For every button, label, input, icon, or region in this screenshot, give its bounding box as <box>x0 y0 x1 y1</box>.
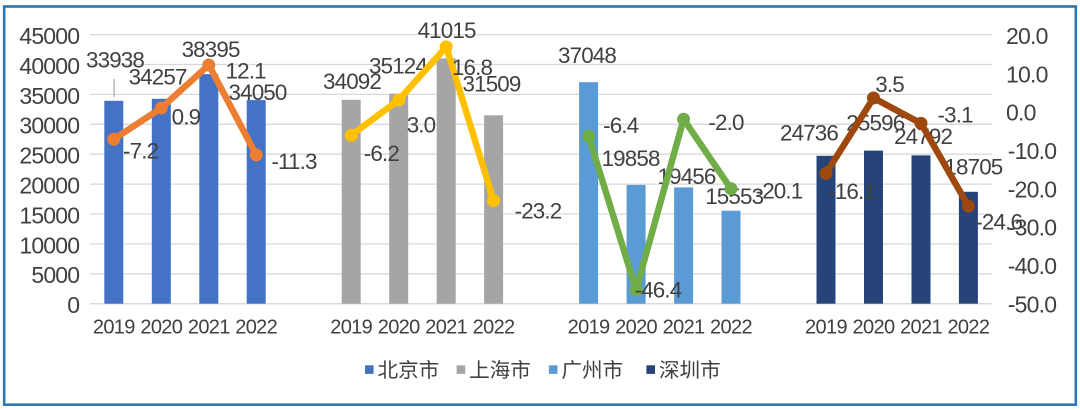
svg-text:2022: 2022 <box>235 316 277 338</box>
svg-text:2021: 2021 <box>188 316 230 338</box>
svg-text:31509: 31509 <box>462 72 520 97</box>
svg-text:-30.0: -30.0 <box>1008 215 1056 241</box>
svg-text:19858: 19858 <box>602 146 660 171</box>
svg-text:-23.2: -23.2 <box>515 198 562 223</box>
svg-text:0.9: 0.9 <box>172 105 201 130</box>
svg-text:38395: 38395 <box>182 37 240 62</box>
svg-text:37048: 37048 <box>558 43 616 68</box>
svg-text:-10.0: -10.0 <box>1008 138 1056 164</box>
svg-text:-40.0: -40.0 <box>1008 253 1056 279</box>
svg-text:0.0: 0.0 <box>1006 100 1036 126</box>
svg-text:-24.6: -24.6 <box>975 210 1022 235</box>
svg-text:5000: 5000 <box>31 262 79 288</box>
svg-text:34092: 34092 <box>323 69 381 94</box>
svg-text:-6.2: -6.2 <box>364 141 400 166</box>
svg-text:-7.2: -7.2 <box>123 139 159 164</box>
svg-text:2022: 2022 <box>710 316 752 338</box>
svg-text:2022: 2022 <box>473 316 515 338</box>
svg-text:-3.1: -3.1 <box>938 103 974 128</box>
svg-text:-16.1: -16.1 <box>828 179 875 204</box>
svg-text:16.8: 16.8 <box>452 55 493 80</box>
svg-text:2021: 2021 <box>425 316 467 338</box>
svg-text:34050: 34050 <box>228 80 286 105</box>
svg-text:-11.3: -11.3 <box>271 149 317 174</box>
svg-text:2021: 2021 <box>900 316 942 338</box>
svg-text:-46.4: -46.4 <box>635 278 682 303</box>
svg-text:-50.0: -50.0 <box>1008 291 1056 317</box>
svg-text:3.5: 3.5 <box>875 72 904 97</box>
svg-text:33938: 33938 <box>86 47 144 72</box>
svg-text:3.0: 3.0 <box>407 113 436 138</box>
svg-text:2020: 2020 <box>140 316 182 338</box>
svg-text:30000: 30000 <box>19 113 79 139</box>
svg-text:15000: 15000 <box>19 202 79 228</box>
svg-text:10000: 10000 <box>19 232 79 258</box>
svg-text:40000: 40000 <box>19 53 79 79</box>
svg-text:2019: 2019 <box>568 316 610 338</box>
svg-text:12.1: 12.1 <box>226 58 267 83</box>
svg-text:20000: 20000 <box>19 173 79 199</box>
svg-text:34257: 34257 <box>129 64 187 89</box>
svg-text:2020: 2020 <box>853 316 895 338</box>
svg-text:0: 0 <box>67 292 79 318</box>
svg-text:-20.0: -20.0 <box>1008 176 1056 202</box>
svg-text:41015: 41015 <box>418 18 476 43</box>
svg-text:2019: 2019 <box>330 316 372 338</box>
svg-text:2022: 2022 <box>947 316 989 338</box>
svg-text:-2.0: -2.0 <box>708 110 744 135</box>
svg-text:2021: 2021 <box>663 316 705 338</box>
svg-text:24736: 24736 <box>780 121 838 146</box>
svg-text:35000: 35000 <box>19 83 79 109</box>
svg-text:25000: 25000 <box>19 143 79 169</box>
svg-text:2020: 2020 <box>378 316 420 338</box>
svg-text:-20.1: -20.1 <box>756 179 803 204</box>
svg-text:45000: 45000 <box>19 23 79 49</box>
svg-text:2020: 2020 <box>615 316 657 338</box>
svg-text:2019: 2019 <box>805 316 847 338</box>
svg-text:20.0: 20.0 <box>1006 23 1048 49</box>
svg-text:2019: 2019 <box>93 316 135 338</box>
svg-text:10.0: 10.0 <box>1006 61 1048 87</box>
svg-text:-6.4: -6.4 <box>603 113 639 138</box>
